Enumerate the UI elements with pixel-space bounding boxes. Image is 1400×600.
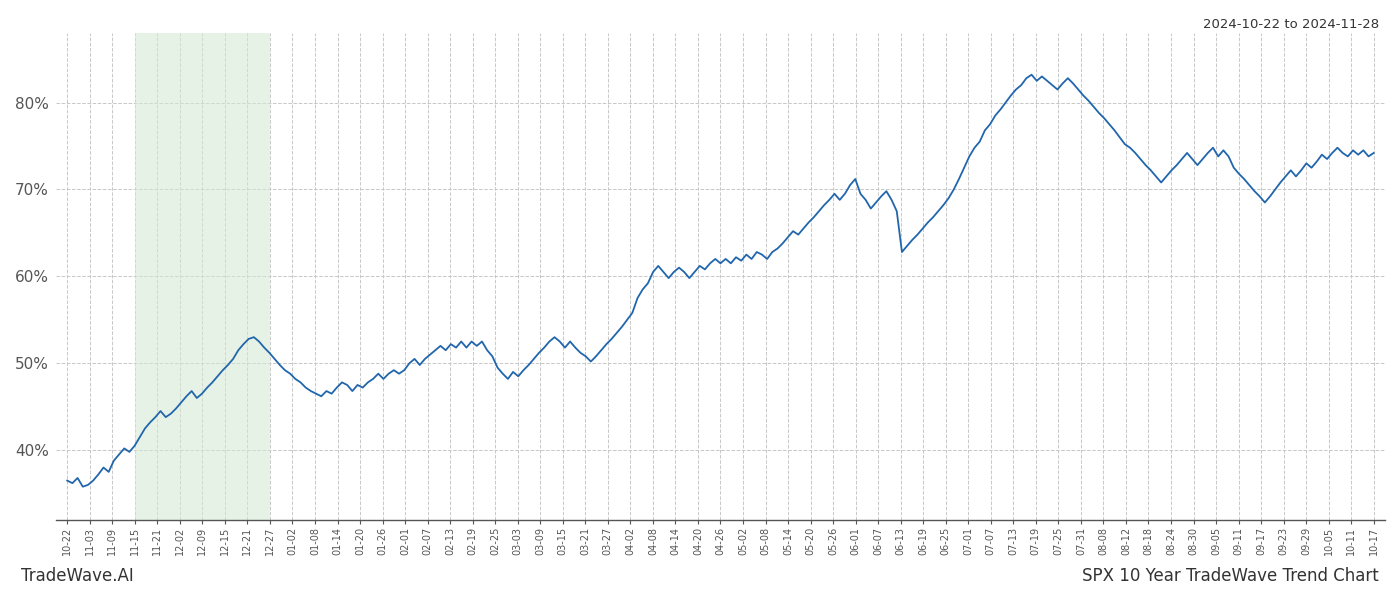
Text: SPX 10 Year TradeWave Trend Chart: SPX 10 Year TradeWave Trend Chart [1082, 567, 1379, 585]
Text: TradeWave.AI: TradeWave.AI [21, 567, 134, 585]
Bar [134, 33, 270, 520]
Text: 2024-10-22 to 2024-11-28: 2024-10-22 to 2024-11-28 [1203, 18, 1379, 31]
